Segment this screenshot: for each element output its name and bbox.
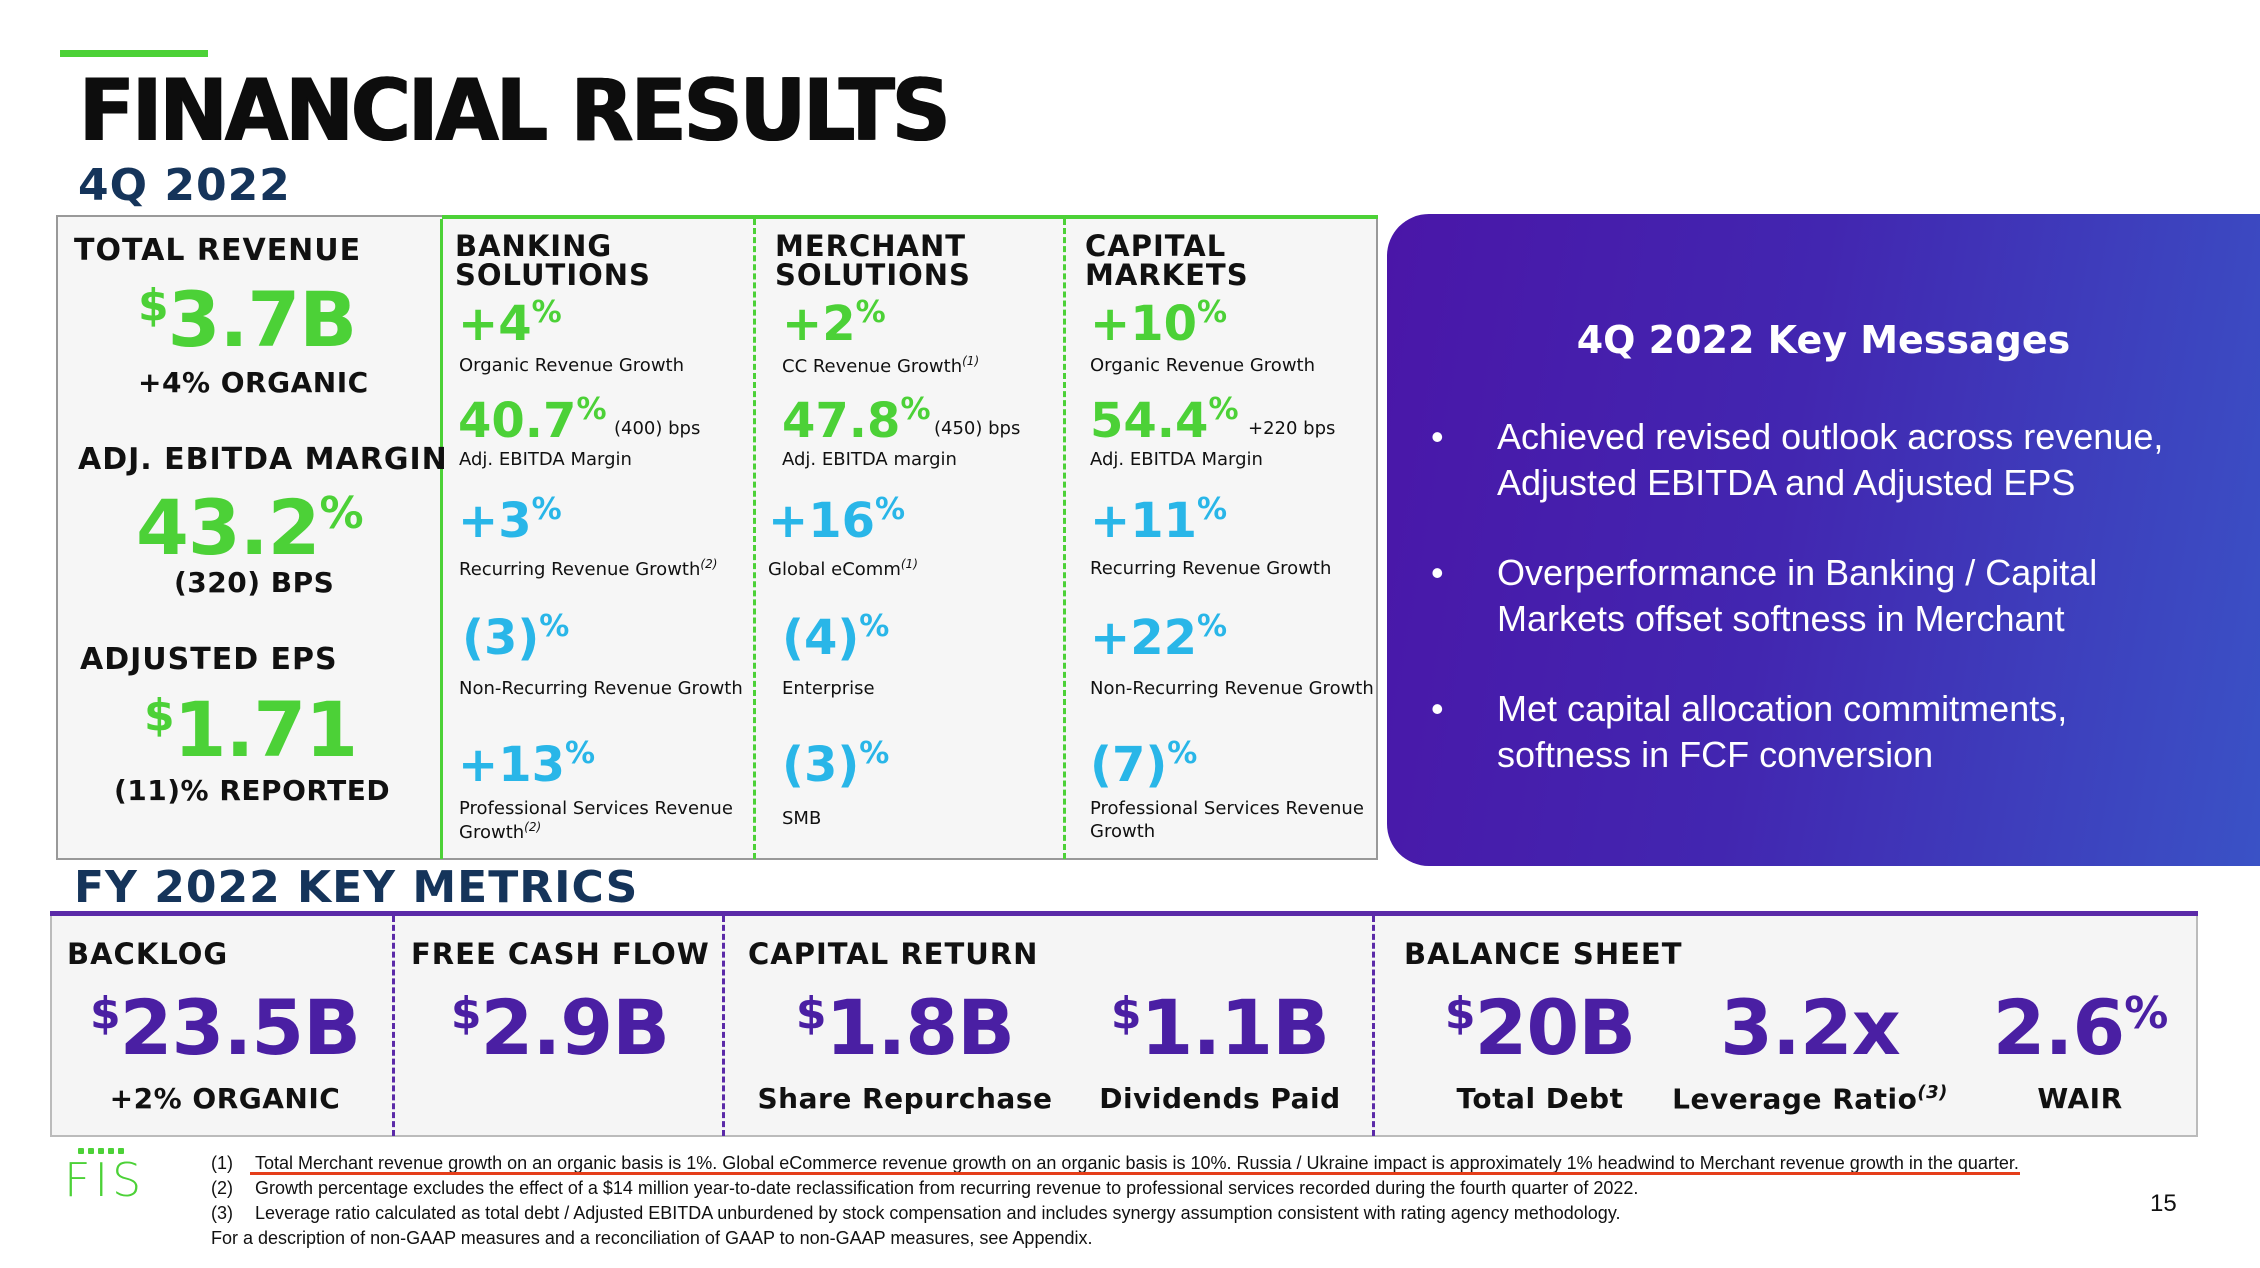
total-debt-value: $20B [1444,983,1636,1072]
footnote-1-underline [250,1172,2020,1175]
ebitda-margin-label: ADJ. EBITDA MARGIN [78,442,448,477]
merchant-ebitda-label: Adj. EBITDA margin [782,449,957,470]
period-label: 4Q 2022 [78,160,291,211]
key-message-item: • Met capital allocation commitments, sof… [1431,688,2068,775]
merchant-ebitda-bps: (450) bps [934,418,1021,439]
merchant-solutions-header: MERCHANT SOLUTIONS [775,229,971,292]
page-title: FINANCIAL RESULTS [78,61,950,161]
fy-metrics-title: FY 2022 KEY METRICS [74,862,639,913]
balance-sheet-label: BALANCE SHEET [1404,937,1683,971]
backlog-label: BACKLOG [67,937,229,971]
capital-return-label: CAPITAL RETURN [748,937,1039,971]
banking-ebitda-label: Adj. EBITDA Margin [459,449,632,470]
panel-top-rule [442,215,1378,219]
total-revenue-sub: +4% ORGANIC [138,366,369,399]
dividends-paid-sub: Dividends Paid [1099,1082,1341,1115]
banking-organic-growth-label: Organic Revenue Growth [459,355,684,376]
key-message-item: • Overperformance in Banking / Capital Ma… [1431,552,2098,639]
capital-ebitda-label: Adj. EBITDA Margin [1090,449,1263,470]
ebitda-margin-sub: (320) BPS [174,566,335,599]
fy-metrics-panel [50,913,2198,1137]
banking-nonrecurring-label: Non-Recurring Revenue Growth [459,678,743,699]
key-messages-title: 4Q 2022 Key Messages [1576,318,2071,362]
key-message-item: • Achieved revised outlook across revenu… [1431,416,2164,503]
banking-prof-services-label: Professional Services Revenue Growth(2) [459,798,733,844]
merchant-global-ecomm-label: Global eComm(1) [768,557,918,580]
total-revenue-label: TOTAL REVENUE [74,233,362,268]
backlog-value: $23.5B [89,983,361,1072]
free-cash-flow-value: $2.9B [450,983,670,1072]
wair-value: 2.6% [1992,983,2169,1072]
capital-prof-services-label: Professional Services Revenue Growth [1090,798,1364,843]
merchant-enterprise-label: Enterprise [782,678,875,699]
adjusted-eps-sub: (11)% REPORTED [114,774,391,807]
banking-ebitda-bps: (400) bps [614,418,701,439]
capital-recurring-value: +11% [1090,492,1228,549]
bullet-icon: • [1431,416,1444,457]
capital-markets-header: CAPITAL MARKETS [1085,229,1249,292]
fy-divider [1372,916,1375,1136]
leverage-ratio-value: 3.2x [1720,983,1901,1072]
share-repurchase-value: $1.8B [795,983,1015,1072]
footnote-3: (3) Leverage ratio calculated as total de… [211,1203,1621,1223]
banking-recurring-label: Recurring Revenue Growth(2) [459,557,718,580]
bullet-icon: • [1431,552,1444,593]
merchant-smb-value: (3)% [782,736,890,793]
banking-prof-services-value: +13% [458,736,596,793]
footnote-disclaimer: For a description of non-GAAP measures a… [211,1228,1093,1248]
column-divider [753,219,756,859]
free-cash-flow-label: FREE CASH FLOW [411,937,710,971]
adjusted-eps-label: ADJUSTED EPS [80,642,338,677]
fy-divider [392,916,395,1136]
banking-nonrecurring-value: (3)% [462,609,570,666]
fy-divider [722,916,725,1136]
capital-nonrecurring-label: Non-Recurring Revenue Growth [1090,678,1374,699]
merchant-cc-growth-label: CC Revenue Growth(1) [782,354,980,377]
total-debt-sub: Total Debt [1456,1082,1624,1115]
merchant-ebitda-value: 47.8% [782,392,931,449]
capital-ebitda-value: 54.4% [1090,392,1239,449]
fis-logo: FIS [64,1148,145,1202]
capital-organic-growth-value: +10% [1090,295,1228,352]
footnote-2: (2) Growth percentage excludes the effect… [211,1178,1639,1198]
capital-ebitda-bps: +220 bps [1248,418,1336,439]
svg-text:FIS: FIS [64,1153,145,1202]
capital-prof-services-value: (7)% [1090,736,1198,793]
merchant-cc-growth-value: +2% [782,295,886,352]
leverage-ratio-sub: Leverage Ratio(3) [1672,1082,1948,1116]
merchant-enterprise-value: (4)% [782,609,890,666]
wair-sub: WAIR [2037,1082,2123,1115]
banking-recurring-value: +3% [458,492,562,549]
capital-recurring-label: Recurring Revenue Growth [1090,558,1332,579]
merchant-smb-label: SMB [782,808,822,829]
fy-top-rule [50,911,2198,916]
ebitda-margin-value: 43.2% [136,483,364,572]
banking-solutions-header: BANKING SOLUTIONS [455,229,651,292]
column-divider [1063,219,1066,859]
banking-ebitda-value: 40.7% [458,392,607,449]
capital-organic-growth-label: Organic Revenue Growth [1090,355,1315,376]
backlog-sub: +2% ORGANIC [109,1082,341,1115]
bullet-icon: • [1431,688,1444,729]
banking-organic-growth-value: +4% [458,295,562,352]
capital-nonrecurring-value: +22% [1090,609,1228,666]
panel-divider [440,219,443,859]
page-number: 15 [2150,1190,2177,1217]
footnote-1: (1) Total Merchant revenue growth on an o… [211,1153,2019,1173]
share-repurchase-sub: Share Repurchase [757,1082,1053,1115]
total-revenue-value: $3.7B [138,275,357,364]
dividends-paid-value: $1.1B [1110,983,1330,1072]
merchant-global-ecomm-value: +16% [768,492,906,549]
title-accent-bar [60,50,208,57]
key-messages-card: 4Q 2022 Key Messages • Achieved revised … [1387,214,2260,866]
quarter-results-panel [56,215,1378,860]
adjusted-eps-value: $1.71 [144,685,358,774]
